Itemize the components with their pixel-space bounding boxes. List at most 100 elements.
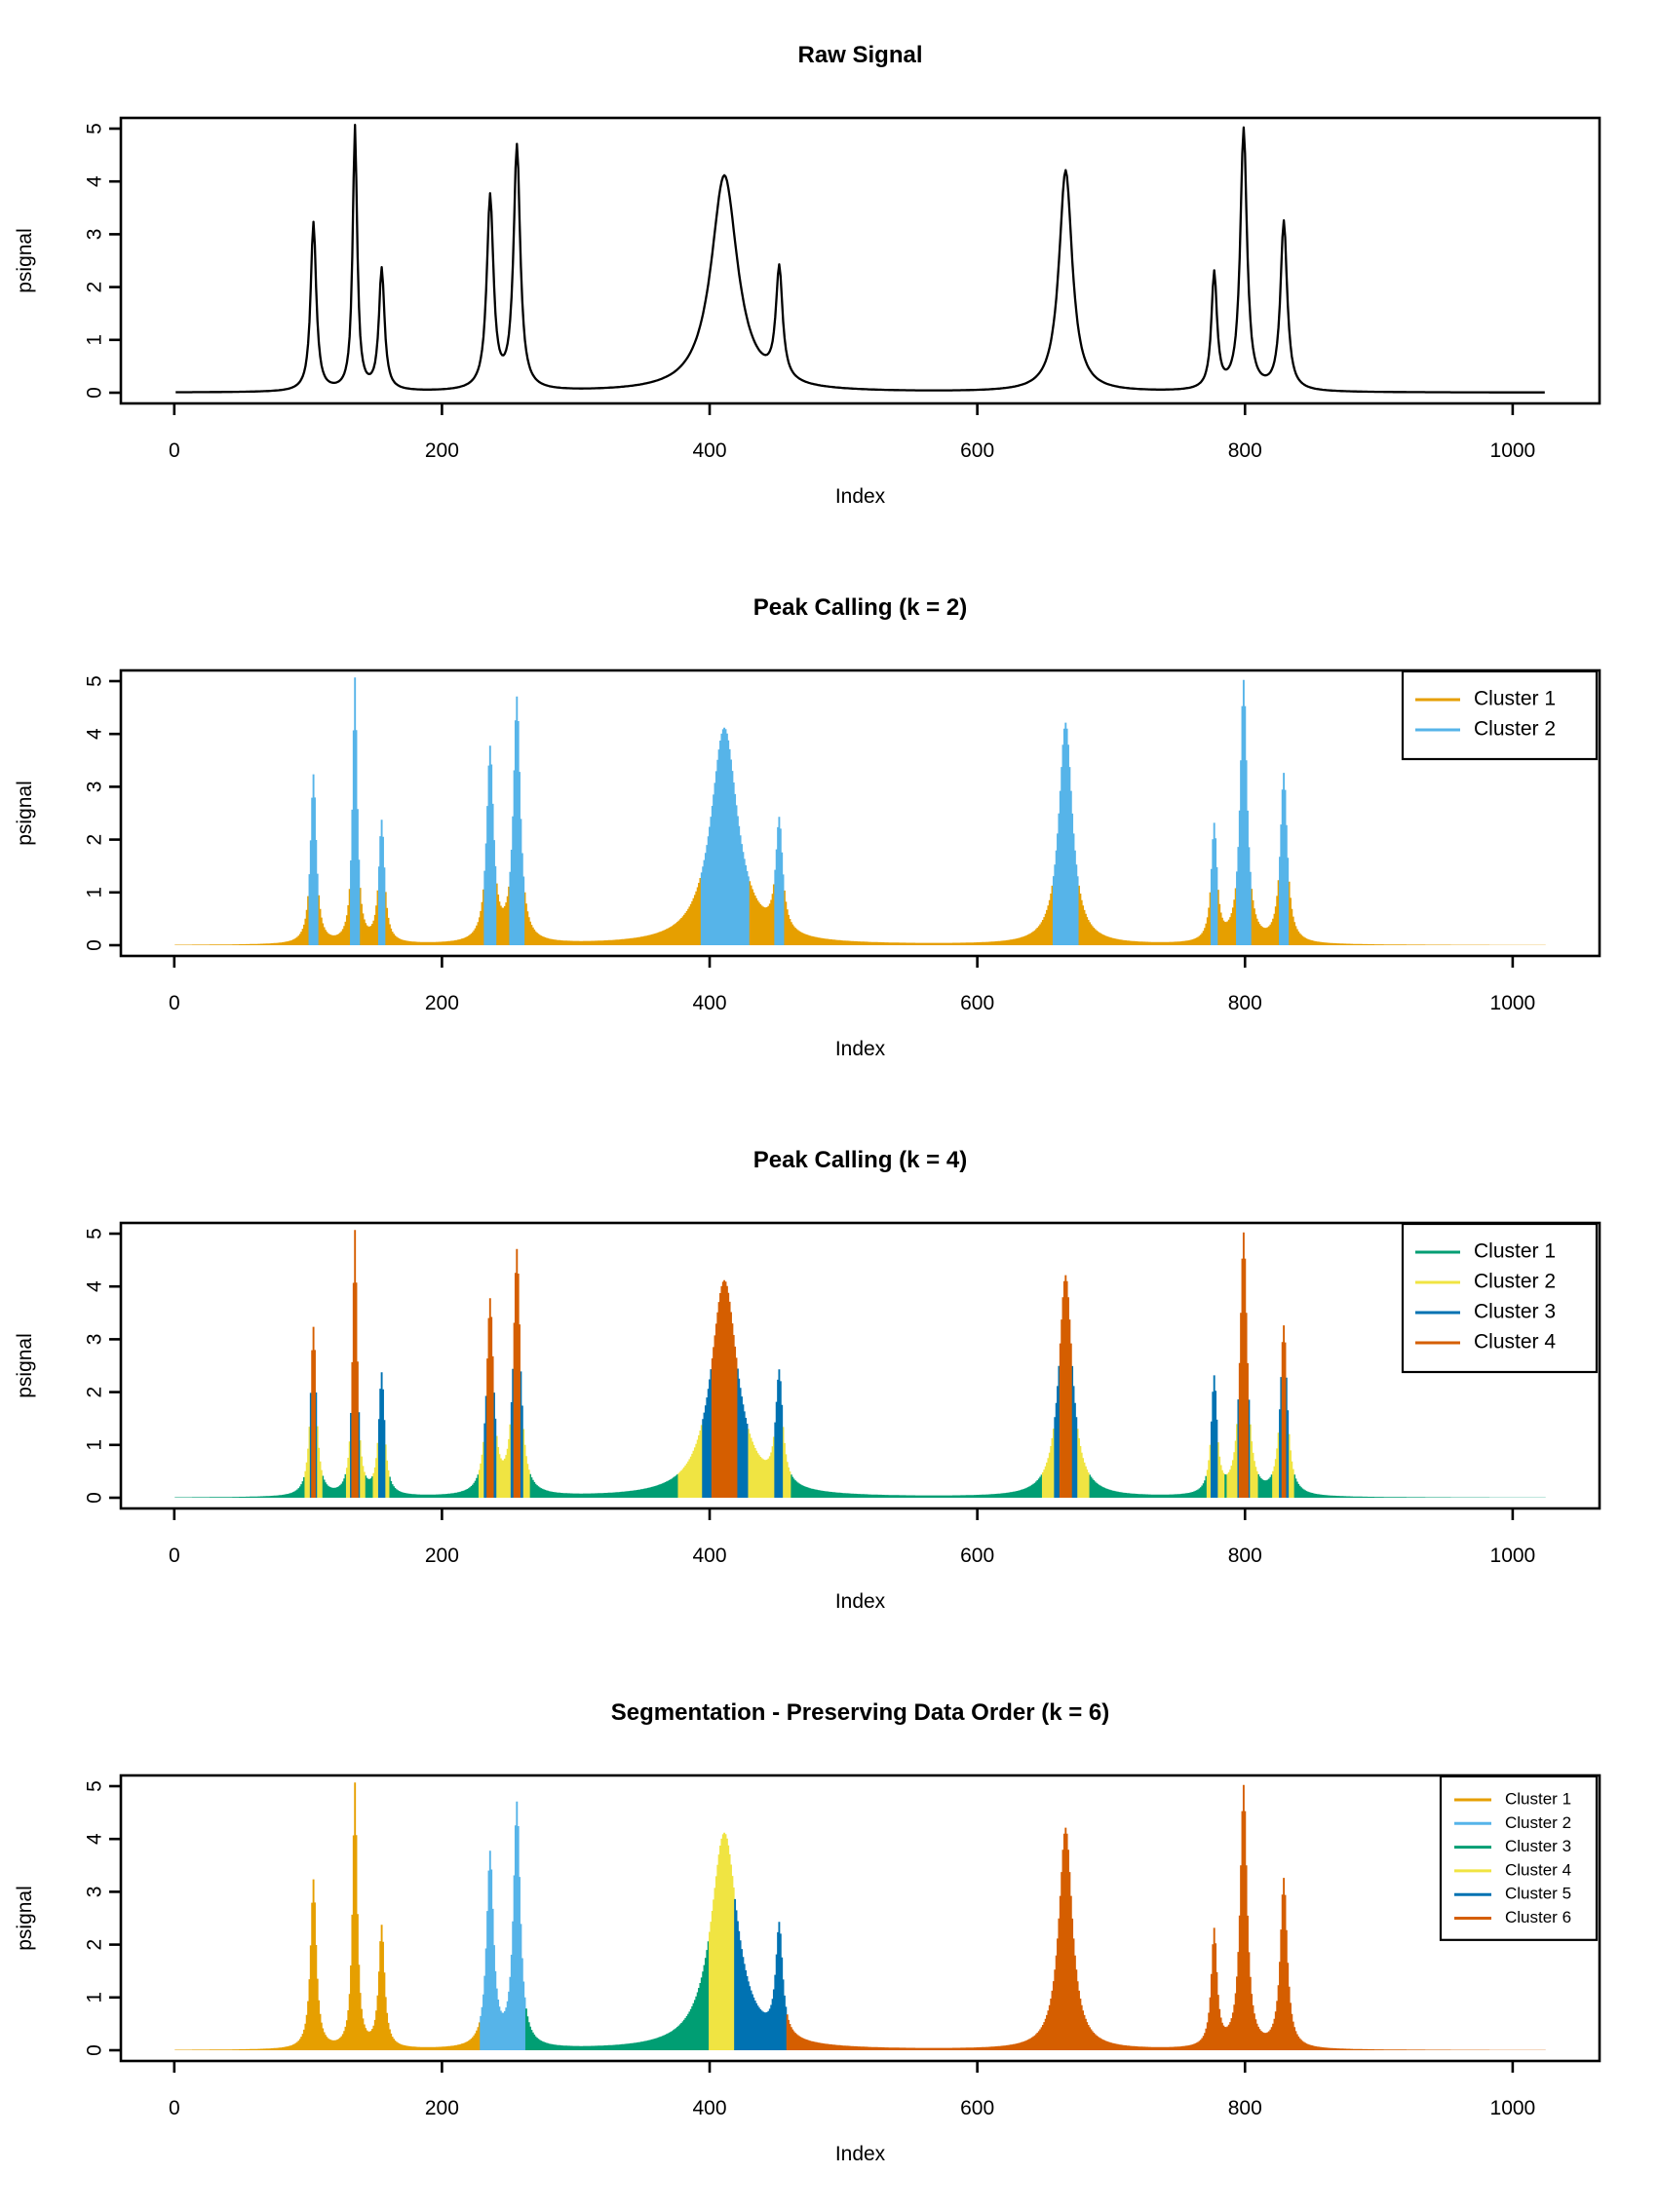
cluster-1-bars: [174, 1473, 1546, 1498]
chart-peak-calling-k4: 0 200 400 600 800 1000 0 1 2 3 4 5 Peak Calling (k =…: [14, 1147, 1601, 1613]
x-axis-label: Index: [835, 2143, 886, 2165]
x-tick-label: 600: [960, 439, 994, 462]
x-tick-label: 0: [169, 992, 180, 1014]
legend-entry-label: Cluster 1: [1474, 688, 1556, 710]
cluster-3-bars: [524, 1941, 710, 2050]
y-tick-label: 5: [84, 123, 106, 134]
x-tick-label: 800: [1228, 992, 1262, 1014]
x-tick-label: 0: [169, 1545, 180, 1567]
panel-title: Peak Calling (k = 2): [753, 594, 967, 621]
x-tick-label: 0: [169, 2097, 180, 2119]
x-tick-label: 400: [693, 439, 727, 462]
y-tick-label: 2: [84, 1939, 106, 1951]
cluster-2-bars: [304, 1424, 1294, 1498]
x-tick-label: 0: [169, 439, 180, 462]
x-tick-label: 200: [425, 2097, 459, 2119]
y-tick-label: 0: [84, 939, 106, 951]
legend-entry-label: Cluster 5: [1505, 1885, 1571, 1903]
legend: Cluster 1 Cluster 2 Cluster 3 Cluster 4 Clus…: [1439, 1774, 1599, 1941]
x-tick-label: 600: [960, 2097, 994, 2119]
legend-entry-label: Cluster 3: [1474, 1301, 1556, 1323]
y-tick-label: 4: [84, 728, 106, 740]
x-tick-label: 600: [960, 1545, 994, 1567]
panel-title: Peak Calling (k = 4): [753, 1147, 967, 1173]
y-axis-label: psignal: [14, 781, 36, 846]
x-tick-label: 1000: [1490, 439, 1536, 462]
legend-entry-label: Cluster 2: [1474, 718, 1556, 741]
cluster-3-bars: [309, 1365, 1290, 1498]
y-tick-label: 1: [84, 334, 106, 346]
x-tick-label: 400: [693, 1545, 727, 1567]
y-tick-label: 4: [84, 1833, 106, 1845]
legend-entry-label: Cluster 3: [1505, 1837, 1571, 1855]
cluster-4-bars: [709, 1832, 735, 2050]
legend-box: [1401, 669, 1599, 761]
y-tick-label: 0: [84, 387, 106, 399]
legend-entry-label: Cluster 2: [1474, 1271, 1556, 1293]
y-tick-label: 3: [84, 229, 106, 241]
y-tick-label: 3: [84, 1334, 106, 1346]
y-tick-label: 0: [84, 1492, 106, 1504]
y-tick-label: 0: [84, 2044, 106, 2056]
cluster-1-bars: [174, 878, 1546, 945]
x-tick-label: 1000: [1490, 1545, 1536, 1567]
plot-box: [119, 668, 1601, 958]
x-tick-label: 800: [1228, 2097, 1262, 2119]
cluster-2-bars: [480, 1801, 526, 2050]
x-tick-label: 800: [1228, 1545, 1262, 1567]
cluster-6-bars: [786, 1784, 1546, 2050]
y-tick-label: 4: [84, 175, 106, 187]
legend: Cluster 1 Cluster 2: [1401, 669, 1599, 761]
panel-title: Segmentation - Preserving Data Order (k …: [611, 1699, 1110, 1726]
y-tick-label: 5: [84, 1228, 106, 1239]
panel-peak-calling-k4: 0 200 400 600 800 1000 0 1 2 3 4 5 Peak Calling (k =…: [0, 1105, 1659, 1658]
cluster-5-bars: [734, 1898, 788, 2050]
y-tick-label: 4: [84, 1280, 106, 1292]
panel-title: Raw Signal: [797, 42, 922, 68]
y-tick-label: 1: [84, 1992, 106, 2003]
panel-raw-signal: 0 200 400 600 800 1000 0 1 2 3 4 5 Raw Signal Index ps…: [0, 0, 1659, 553]
panel-peak-calling-k2: 0 200 400 600 800 1000 0 1 2 3 4 5 Peak Calling (k =…: [0, 553, 1659, 1105]
chart-segmentation-k6: 0 200 400 600 800 1000 0 1 2 3 4 5 Segmentation - Pr…: [14, 1699, 1601, 2165]
y-tick-label: 5: [84, 675, 106, 687]
x-tick-label: 800: [1228, 439, 1262, 462]
y-tick-label: 2: [84, 282, 106, 293]
cluster-2-bars: [308, 677, 1290, 945]
y-tick-label: 2: [84, 834, 106, 846]
chart-peak-calling-k2: 0 200 400 600 800 1000 0 1 2 3 4 5 Peak Calling (k =…: [14, 594, 1601, 1060]
legend: Cluster 1 Cluster 2 Cluster 3 Cluster 4: [1401, 1222, 1599, 1374]
legend-entry-label: Cluster 6: [1505, 1908, 1571, 1926]
x-tick-label: 200: [425, 1545, 459, 1567]
x-tick-label: 600: [960, 992, 994, 1014]
x-tick-label: 200: [425, 439, 459, 462]
x-axis-label: Index: [835, 485, 886, 508]
cluster-4-bars: [311, 1230, 1287, 1498]
panel-segmentation-k6: 0 200 400 600 800 1000 0 1 2 3 4 5 Segmentation - Pr…: [0, 1658, 1659, 2210]
legend-entry-label: Cluster 1: [1505, 1789, 1571, 1808]
signal-line: [175, 124, 1545, 394]
x-tick-label: 200: [425, 992, 459, 1014]
x-tick-label: 1000: [1490, 992, 1536, 1014]
plot-box: [119, 1773, 1601, 2063]
legend-box: [1439, 1774, 1599, 1941]
y-axis-label: psignal: [14, 228, 36, 293]
y-tick-label: 1: [84, 1439, 106, 1451]
legend-entry-label: Cluster 2: [1505, 1813, 1571, 1832]
x-axis-label: Index: [835, 1038, 886, 1060]
cluster-1-bars: [174, 1782, 481, 2050]
plot-box: [119, 116, 1601, 405]
x-tick-label: 1000: [1490, 2097, 1536, 2119]
plot-box: [119, 1221, 1601, 1510]
y-tick-label: 3: [84, 782, 106, 793]
y-axis-label: psignal: [14, 1886, 36, 1951]
x-tick-label: 400: [693, 992, 727, 1014]
y-tick-label: 3: [84, 1887, 106, 1898]
legend-entry-label: Cluster 4: [1474, 1331, 1556, 1354]
legend-entry-label: Cluster 4: [1505, 1860, 1571, 1879]
y-tick-label: 1: [84, 887, 106, 898]
y-axis-label: psignal: [14, 1333, 36, 1398]
x-axis-label: Index: [835, 1590, 886, 1613]
y-tick-label: 5: [84, 1780, 106, 1792]
legend-entry-label: Cluster 1: [1474, 1240, 1556, 1263]
